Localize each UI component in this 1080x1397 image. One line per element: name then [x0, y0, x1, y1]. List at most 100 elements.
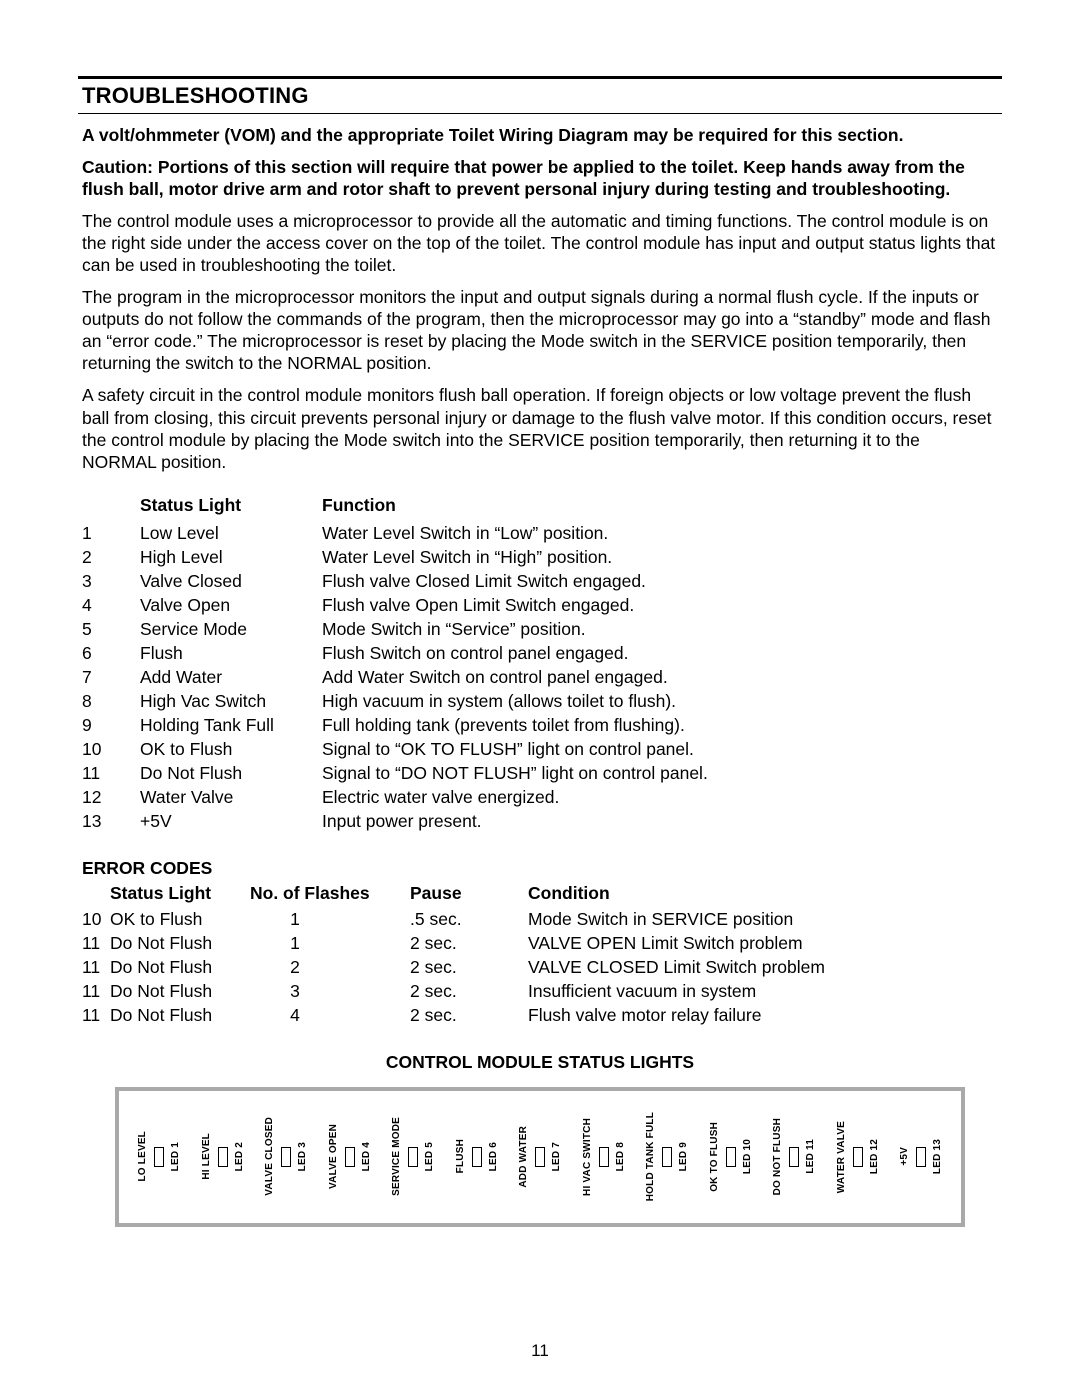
error-row-num: 11 [82, 1004, 110, 1028]
led-number: LED 12 [869, 1139, 880, 1174]
status-light-table: Status Light Function 1Low LevelWater Le… [82, 495, 708, 834]
error-row-pause: 2 sec. [410, 1004, 528, 1028]
status-row-num: 12 [82, 786, 140, 810]
table-row: 9Holding Tank FullFull holding tank (pre… [82, 714, 708, 738]
status-heading-function: Function [322, 495, 708, 522]
led-label: ADD WATER [518, 1126, 529, 1188]
led-icon [154, 1147, 164, 1167]
led-label: SERVICE MODE [391, 1117, 402, 1196]
led-icon [218, 1147, 228, 1167]
error-row-name: Do Not Flush [110, 956, 250, 980]
led-icon [853, 1147, 863, 1167]
led-group: LO LEVEL LED 1 [137, 1131, 181, 1182]
status-row-num: 9 [82, 714, 140, 738]
error-row-name: Do Not Flush [110, 980, 250, 1004]
error-row-condition: VALVE OPEN Limit Switch problem [528, 932, 825, 956]
led-group: OK TO FLUSHLED 10 [709, 1122, 753, 1192]
status-heading-light: Status Light [140, 495, 322, 522]
table-row: 11Do Not Flush22 sec.VALVE CLOSED Limit … [82, 956, 825, 980]
led-icon [789, 1147, 799, 1167]
led-label: FLUSH [455, 1139, 466, 1173]
error-row-condition: VALVE CLOSED Limit Switch problem [528, 956, 825, 980]
top-rule-thin [78, 113, 1002, 114]
status-row-num: 2 [82, 546, 140, 570]
table-row: 5Service ModeMode Switch in “Service” po… [82, 618, 708, 642]
status-row-function: Flush valve Closed Limit Switch engaged. [322, 570, 708, 594]
error-row-name: OK to Flush [110, 908, 250, 932]
status-row-num: 5 [82, 618, 140, 642]
status-row-function: Signal to “DO NOT FLUSH” light on contro… [322, 762, 708, 786]
status-row-name: Valve Closed [140, 570, 322, 594]
body-paragraph-3: A safety circuit in the control module m… [82, 384, 998, 472]
body-paragraph-1: The control module uses a microprocessor… [82, 210, 998, 276]
status-row-name: Service Mode [140, 618, 322, 642]
intro-paragraph-2: Caution: Portions of this section will r… [82, 156, 998, 200]
page: TROUBLESHOOTING A volt/ohmmeter (VOM) an… [0, 0, 1080, 1397]
error-heading-flashes: No. of Flashes [250, 883, 410, 908]
error-row-num: 10 [82, 908, 110, 932]
led-icon [472, 1147, 482, 1167]
status-row-function: Input power present. [322, 810, 708, 834]
led-group: SERVICE MODE LED 5 [391, 1117, 435, 1196]
status-row-function: Signal to “OK TO FLUSH” light on control… [322, 738, 708, 762]
status-row-name: Holding Tank Full [140, 714, 322, 738]
body-paragraph-2: The program in the microprocessor monito… [82, 286, 998, 374]
table-row: 11Do Not Flush12 sec.VALVE OPEN Limit Sw… [82, 932, 825, 956]
status-row-function: Full holding tank (prevents toilet from … [322, 714, 708, 738]
error-row-pause: 2 sec. [410, 956, 528, 980]
led-icon [599, 1147, 609, 1167]
status-row-name: OK to Flush [140, 738, 322, 762]
led-group: FLUSHLED 6 [455, 1139, 499, 1173]
error-row-num: 11 [82, 980, 110, 1004]
table-row: 11Do Not Flush42 sec.Flush valve motor r… [82, 1004, 825, 1028]
error-row-pause: 2 sec. [410, 980, 528, 1004]
status-row-function: Mode Switch in “Service” position. [322, 618, 708, 642]
led-group: HI LEVEL LED 2 [201, 1133, 245, 1180]
error-row-condition: Flush valve motor relay failure [528, 1004, 825, 1028]
error-row-name: Do Not Flush [110, 1004, 250, 1028]
table-row: 1Low LevelWater Level Switch in “Low” po… [82, 522, 708, 546]
table-row: 12Water ValveElectric water valve energi… [82, 786, 708, 810]
status-row-function: High vacuum in system (allows toilet to … [322, 690, 708, 714]
top-rule-thick [78, 76, 1002, 79]
led-number: LED 1 [170, 1142, 181, 1171]
status-row-function: Water Level Switch in “Low” position. [322, 522, 708, 546]
led-group: VALVE OPENLED 4 [328, 1124, 372, 1189]
table-row: 10OK to Flush1.5 sec.Mode Switch in SERV… [82, 908, 825, 932]
status-row-function: Water Level Switch in “High” position. [322, 546, 708, 570]
table-row: 8High Vac SwitchHigh vacuum in system (a… [82, 690, 708, 714]
page-number: 11 [0, 1341, 1080, 1361]
status-row-function: Flush valve Open Limit Switch engaged. [322, 594, 708, 618]
diagram-title: CONTROL MODULE STATUS LIGHTS [78, 1052, 1002, 1073]
status-row-num: 1 [82, 522, 140, 546]
error-row-flashes: 4 [250, 1004, 410, 1028]
table-row: 6FlushFlush Switch on control panel enga… [82, 642, 708, 666]
led-label: HI VAC SWITCH [582, 1118, 593, 1196]
error-row-pause: .5 sec. [410, 908, 528, 932]
led-label: LO LEVEL [137, 1131, 148, 1182]
led-number: LED 2 [234, 1142, 245, 1171]
led-label: VALVE CLOSED [264, 1117, 275, 1196]
error-row-pause: 2 sec. [410, 932, 528, 956]
error-heading-light: Status Light [110, 883, 250, 908]
led-icon [726, 1147, 736, 1167]
table-row: 11Do Not Flush32 sec.Insufficient vacuum… [82, 980, 825, 1004]
led-icon [916, 1147, 926, 1167]
error-row-flashes: 1 [250, 908, 410, 932]
table-row: 11Do Not FlushSignal to “DO NOT FLUSH” l… [82, 762, 708, 786]
status-row-function: Flush Switch on control panel engaged. [322, 642, 708, 666]
led-icon [535, 1147, 545, 1167]
status-row-num: 11 [82, 762, 140, 786]
error-row-condition: Mode Switch in SERVICE position [528, 908, 825, 932]
intro-paragraph-1: A volt/ohmmeter (VOM) and the appropriat… [82, 124, 998, 146]
error-codes-table: Status Light No. of Flashes Pause Condit… [82, 883, 825, 1028]
led-number: LED 10 [742, 1139, 753, 1174]
status-row-name: Water Valve [140, 786, 322, 810]
status-row-name: +5V [140, 810, 322, 834]
error-row-num: 11 [82, 932, 110, 956]
led-group: +5VLED 13 [899, 1139, 943, 1174]
led-number: LED 5 [424, 1142, 435, 1171]
led-label: HI LEVEL [201, 1133, 212, 1180]
section-title: TROUBLESHOOTING [82, 83, 1002, 109]
table-row: 4Valve OpenFlush valve Open Limit Switch… [82, 594, 708, 618]
